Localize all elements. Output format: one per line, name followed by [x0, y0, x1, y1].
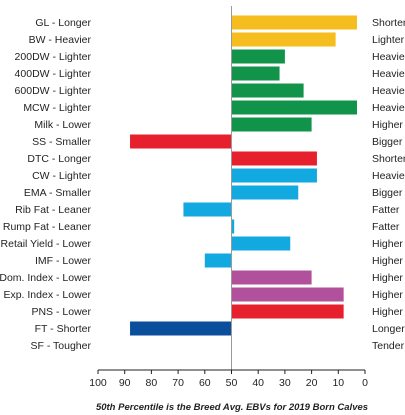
trait-label: Milk - Lower	[34, 119, 91, 131]
tick-label: 80	[146, 377, 158, 389]
tick-label: 50	[226, 377, 238, 389]
direction-label: Longer	[372, 323, 405, 335]
bar	[183, 202, 232, 217]
trait-label: BW - Heavier	[29, 34, 92, 46]
direction-label: Higher	[372, 272, 403, 284]
bar	[231, 117, 312, 132]
direction-label: Lighter	[372, 34, 405, 46]
tick-label: 60	[199, 377, 211, 389]
direction-label: Higher	[372, 306, 403, 318]
bar	[231, 168, 317, 183]
trait-label: 400DW - Lighter	[15, 68, 92, 80]
trait-label: FT - Shorter	[35, 323, 92, 335]
x-axis-ticks: 100 90 80 70 60 50 40 30 20 10 0	[89, 370, 368, 389]
bar	[231, 66, 280, 81]
tick-label: 40	[252, 377, 264, 389]
trait-left-labels: GL - Longer BW - Heavier 200DW - Lighter 40…	[0, 17, 92, 352]
direction-label: Heavier	[372, 102, 405, 114]
trait-label: SS - Smaller	[32, 136, 91, 148]
direction-label: Heavier	[372, 68, 405, 80]
trait-label: IMF - Lower	[35, 255, 92, 267]
bar	[231, 236, 291, 251]
trait-label: Exp. Index - Lower	[3, 289, 91, 301]
bar	[231, 287, 344, 302]
direction-label: Bigger	[372, 187, 403, 199]
bar	[231, 49, 285, 64]
direction-label: Higher	[372, 238, 403, 250]
direction-label: Higher	[372, 289, 403, 301]
trait-label: Retail Yield - Lower	[1, 238, 92, 250]
direction-label: Fatter	[372, 204, 400, 216]
tick-label: 70	[172, 377, 184, 389]
direction-label: Bigger	[372, 136, 403, 148]
trait-label: SF - Tougher	[30, 340, 91, 352]
bar	[231, 151, 317, 166]
direction-label: Heavier	[372, 170, 405, 182]
tick-label: 0	[362, 377, 368, 389]
bar	[231, 270, 312, 285]
direction-label: Heavier	[372, 85, 405, 97]
trait-label: Rib Fat - Leaner	[15, 204, 91, 216]
direction-label: Tender	[372, 340, 405, 352]
tick-label: 20	[306, 377, 318, 389]
trait-right-labels: Shorter Lighter Heavier Heavier Heavier Heavi…	[372, 17, 405, 352]
bar	[231, 83, 304, 98]
bars	[130, 15, 357, 336]
trait-label: 600DW - Lighter	[15, 85, 92, 97]
bar	[231, 100, 357, 115]
direction-label: Higher	[372, 119, 403, 131]
direction-label: Heavier	[372, 51, 405, 63]
trait-label: Rump Fat - Leaner	[3, 221, 92, 233]
trait-label: MCW - Lighter	[23, 102, 91, 114]
trait-label: GL - Longer	[35, 17, 91, 29]
direction-label: Higher	[372, 255, 403, 267]
tick-label: 100	[89, 377, 107, 389]
tick-label: 90	[119, 377, 131, 389]
trait-label: PNS - Lower	[31, 306, 91, 318]
tick-label: 30	[279, 377, 291, 389]
trait-label: Dom. Index - Lower	[0, 272, 91, 284]
chart-caption: 50th Percentile is the Breed Avg. EBVs f…	[96, 402, 368, 413]
trait-label: DTC - Longer	[27, 153, 91, 165]
direction-label: Shorter	[372, 17, 405, 29]
bar	[130, 321, 232, 336]
direction-label: Shorter	[372, 153, 405, 165]
bar	[204, 253, 232, 268]
bar	[231, 185, 299, 200]
trait-label: CW - Lighter	[32, 170, 91, 182]
bar	[231, 15, 357, 30]
trait-label: EMA - Smaller	[24, 187, 92, 199]
bar	[231, 219, 235, 234]
bar	[231, 32, 336, 47]
direction-label: Fatter	[372, 221, 400, 233]
bar	[231, 304, 344, 319]
trait-label: 200DW - Lighter	[15, 51, 92, 63]
tick-label: 10	[332, 377, 344, 389]
bar	[130, 134, 232, 149]
